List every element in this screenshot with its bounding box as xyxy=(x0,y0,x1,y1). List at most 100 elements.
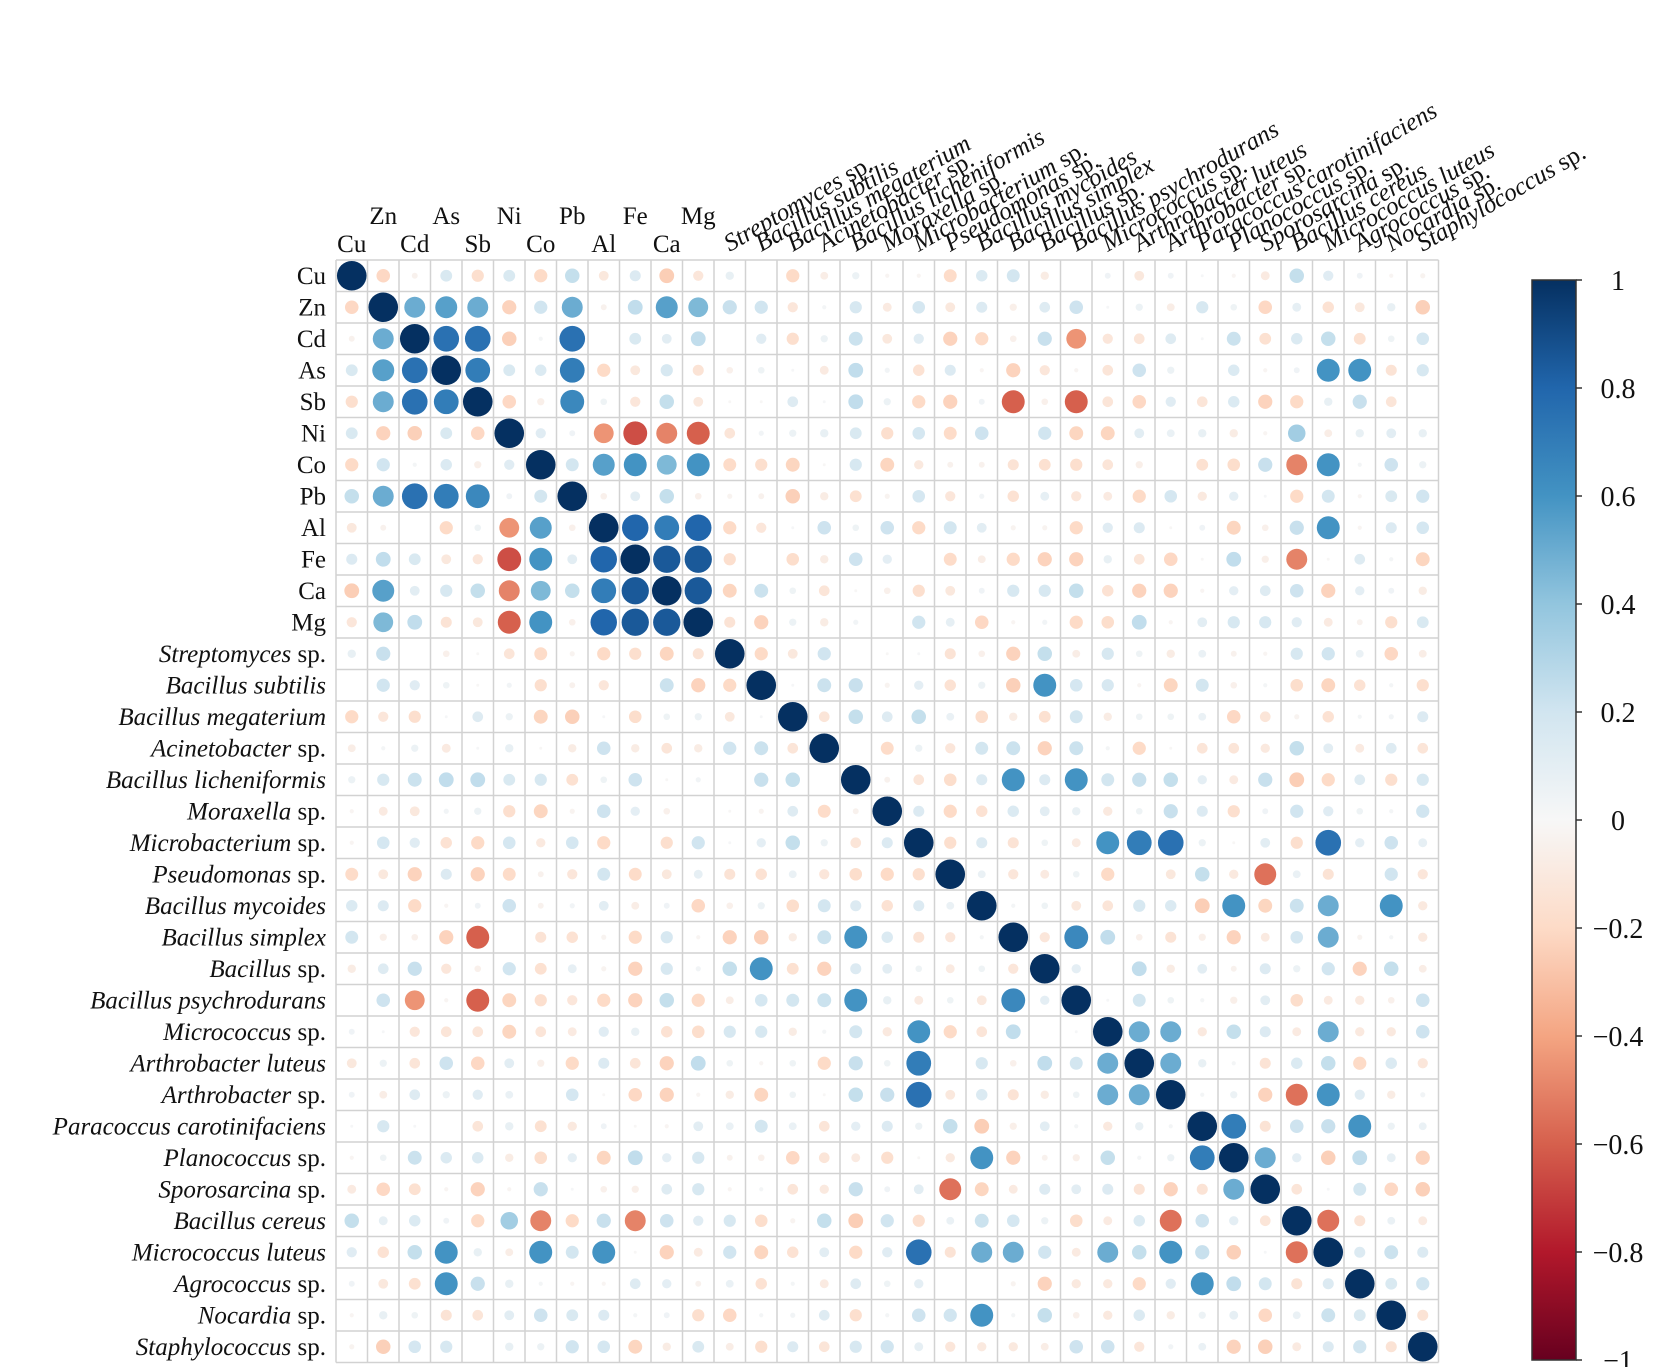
corr-circle-pb-x-zn xyxy=(372,485,394,507)
corr-circle-acinetobacter-sp-x-bacillus-sp xyxy=(1037,741,1052,756)
corr-circle-bacillus-licheniformis-x-arthrobacter-luteus xyxy=(1132,772,1147,787)
corr-circle-staphylococcus-sp-x-arthrobacter-luteus xyxy=(1134,1341,1145,1352)
corr-circle-bacillus-megaterium-x-micrococcus-sp xyxy=(1103,712,1112,721)
corr-circle-bacillus-licheniformis-x-microbacterium-sp xyxy=(913,774,925,786)
corr-circle-micrococcus-sp-x-planococcus-sp xyxy=(1226,1024,1242,1040)
col-label-cd: Cd xyxy=(400,231,430,258)
corr-circle-ni-x-mg xyxy=(686,421,710,445)
corr-circle-al-x-planococcus-sp xyxy=(1226,520,1241,535)
corr-circle-fe-x-cd xyxy=(408,553,421,566)
corr-circle-arthrobacter-sp-x-arthrobacter-luteus xyxy=(1128,1084,1150,1106)
row-label-sb: Sb xyxy=(300,389,326,416)
corr-circle-sporosarcina-sp-x-nocardia-sp xyxy=(1384,1182,1399,1197)
row-label-moraxella-sp: Moraxella sp. xyxy=(186,798,326,825)
corr-circle-fe-x-cu xyxy=(346,553,358,565)
corr-circle-staphylococcus-sp-x-sporosarcina-sp xyxy=(1257,1339,1273,1355)
corr-circle-arthrobacter-luteus-x-streptomyces-sp xyxy=(726,1059,734,1067)
corr-circle-planococcus-sp-x-arthrobacter-sp xyxy=(1167,1154,1175,1162)
corr-circle-microbacterium-sp-x-bacillus-megaterium xyxy=(785,835,801,851)
corr-circle-microbacterium-sp-x-agrococcus-sp xyxy=(1355,838,1365,848)
corr-circle-bacillus-cereus-x-co xyxy=(530,1210,552,1232)
corr-circle-zn-x-sb xyxy=(467,296,489,318)
corr-circle-pb-x-bacillus-mycoides xyxy=(979,493,985,499)
corr-circle-bacillus-sp-x-ni xyxy=(502,962,516,976)
corr-circle-al-x-bacillus-subtilis xyxy=(756,522,767,533)
corr-circle-ni-x-bacillus-mycoides xyxy=(974,426,989,441)
corr-circle-arthrobacter-luteus-x-bacillus-sp xyxy=(1037,1055,1053,1071)
corr-circle-ca-x-bacillus-cereus xyxy=(1289,583,1304,598)
corr-circle-cu-x-ni xyxy=(503,269,516,282)
corr-circle-bacillus-subtilis-x-sporosarcina-sp xyxy=(1263,683,1268,688)
corr-circle-co-x-cu xyxy=(345,458,359,472)
corr-circle-arthrobacter-sp-x-bacillus-psychrodurans xyxy=(1072,1091,1080,1099)
corr-circle-acinetobacter-sp-x-agrococcus-sp xyxy=(1355,743,1365,753)
corr-circle-bacillus-megaterium-x-fe xyxy=(628,710,642,724)
corr-circle-micrococcus-luteus-x-nocardia-sp xyxy=(1384,1245,1399,1260)
corr-circle-arthrobacter-sp-x-planococcus-sp xyxy=(1230,1091,1238,1099)
corr-circle-co-x-planococcus-sp xyxy=(1227,458,1241,472)
corr-circle-fe-x-bacillus-megaterium xyxy=(786,552,800,566)
corr-circle-cu-x-al xyxy=(598,270,609,281)
corr-circle-cd-x-bacillus-mycoides xyxy=(975,332,989,346)
corr-circle-bacillus-subtilis-x-al xyxy=(598,680,609,691)
corr-circle-arthrobacter-sp-x-sporosarcina-sp xyxy=(1258,1087,1273,1102)
corr-circle-pb-x-al xyxy=(600,492,608,500)
corr-circle-bacillus-sp-x-nocardia-sp xyxy=(1383,961,1399,977)
row-label-cd: Cd xyxy=(297,326,327,353)
corr-circle-fe-x-staphylococcus-sp xyxy=(1415,552,1430,567)
corr-circle-cd-x-bacillus-psychrodurans xyxy=(1066,328,1087,349)
corr-circle-bacillus-psychrodurans-x-streptomyces-sp xyxy=(725,996,734,1005)
corr-circle-bacillus-subtilis-x-nocardia-sp xyxy=(1389,683,1394,688)
corr-circle-cu-x-arthrobacter-sp xyxy=(1167,272,1174,279)
corr-circle-bacillus-subtilis-x-zn xyxy=(376,678,390,692)
corr-circle-co-x-ni xyxy=(504,459,515,470)
corr-circle-ni-x-nocardia-sp xyxy=(1386,428,1397,439)
corr-circle-streptomyces-sp-x-bacillus-sp xyxy=(1037,646,1053,662)
corr-circle-streptomyces-sp-x-bacillus-simplex xyxy=(1006,646,1021,661)
corr-circle-arthrobacter-sp-x-streptomyces-sp xyxy=(725,1090,734,1099)
corr-circle-microbacterium-sp-x-bacillus-sp xyxy=(1041,839,1049,847)
corr-circle-cu-x-agrococcus-sp xyxy=(1356,272,1363,279)
corr-circle-cu-x-nocardia-sp xyxy=(1389,273,1394,278)
corr-circle-bacillus-licheniformis-x-staphylococcus-sp xyxy=(1416,773,1429,786)
corr-circle-pb-x-ca xyxy=(659,488,675,504)
corr-circle-microbacterium-sp-x-ni xyxy=(502,836,516,850)
corr-circle-arthrobacter-sp-x-bacillus-simplex xyxy=(1007,1089,1019,1101)
corr-circle-moraxella-sp-x-micrococcus-sp xyxy=(1103,806,1113,816)
corr-circle-cd-x-pseudomonas-sp xyxy=(943,331,958,346)
corr-circle-micrococcus-luteus-x-bacillus-psychrodurans xyxy=(1071,1247,1081,1257)
corr-circle-bacillus-cereus-x-acinetobacter-sp xyxy=(816,1213,832,1229)
corr-circle-co-x-micrococcus-sp xyxy=(1102,459,1114,471)
corr-circle-streptomyces-sp-x-micrococcus-sp xyxy=(1101,647,1114,660)
corr-circle-co-x-bacillus-cereus xyxy=(1286,454,1308,476)
corr-circle-mg-x-ca xyxy=(653,608,681,636)
corr-circle-streptomyces-sp-x-moraxella-sp xyxy=(885,652,889,656)
corr-circle-co-x-acinetobacter-sp xyxy=(822,463,826,467)
corr-circle-sb-x-arthrobacter-sp xyxy=(1165,396,1176,407)
corr-circle-ca-x-nocardia-sp xyxy=(1388,587,1395,594)
corr-circle-sb-x-sb xyxy=(462,386,493,417)
corr-circle-bacillus-cereus-x-bacillus-sp xyxy=(1041,1217,1049,1225)
corr-circle-zn-x-paracoccus-carotinifaciens xyxy=(1196,301,1209,314)
corr-circle-bacillus-simplex-x-paracoccus-carotinifaciens xyxy=(1198,933,1206,941)
corr-circle-acinetobacter-sp-x-moraxella-sp xyxy=(880,741,894,755)
corr-circle-arthrobacter-sp-x-zn xyxy=(379,1090,388,1099)
row-label-bacillus-psychrodurans: Bacillus psychrodurans xyxy=(90,987,326,1014)
corr-circle-bacillus-licheniformis-x-ca xyxy=(665,778,669,782)
corr-circle-microbacterium-sp-x-bacillus-licheniformis xyxy=(850,837,862,849)
corr-circle-bacillus-simplex-x-micrococcus-luteus xyxy=(1317,926,1339,948)
corr-circle-microbacterium-sp-x-bacillus-subtilis xyxy=(756,838,766,848)
corr-circle-microbacterium-sp-x-sporosarcina-sp xyxy=(1260,837,1271,848)
corr-circle-fe-x-moraxella-sp xyxy=(882,554,892,564)
corr-circle-streptomyces-sp-x-zn xyxy=(376,646,391,661)
corr-circle-bacillus-cereus-x-staphylococcus-sp xyxy=(1418,1216,1428,1226)
corr-circle-planococcus-sp-x-bacillus-sp xyxy=(1041,1154,1048,1161)
corr-circle-paracoccus-carotinifaciens-x-bacillus-psychrodurans xyxy=(1074,1124,1079,1129)
corr-circle-as-x-co xyxy=(535,364,547,376)
corr-circle-bacillus-megaterium-x-bacillus-simplex xyxy=(1009,712,1018,721)
corr-circle-sb-x-pseudomonas-sp xyxy=(943,394,958,409)
corr-circle-micrococcus-sp-x-as xyxy=(440,1026,452,1038)
corr-circle-micrococcus-luteus-x-pseudomonas-sp xyxy=(944,1246,956,1258)
corr-circle-fe-x-nocardia-sp xyxy=(1389,557,1394,562)
corr-circle-agrococcus-sp-x-planococcus-sp xyxy=(1226,1276,1242,1292)
